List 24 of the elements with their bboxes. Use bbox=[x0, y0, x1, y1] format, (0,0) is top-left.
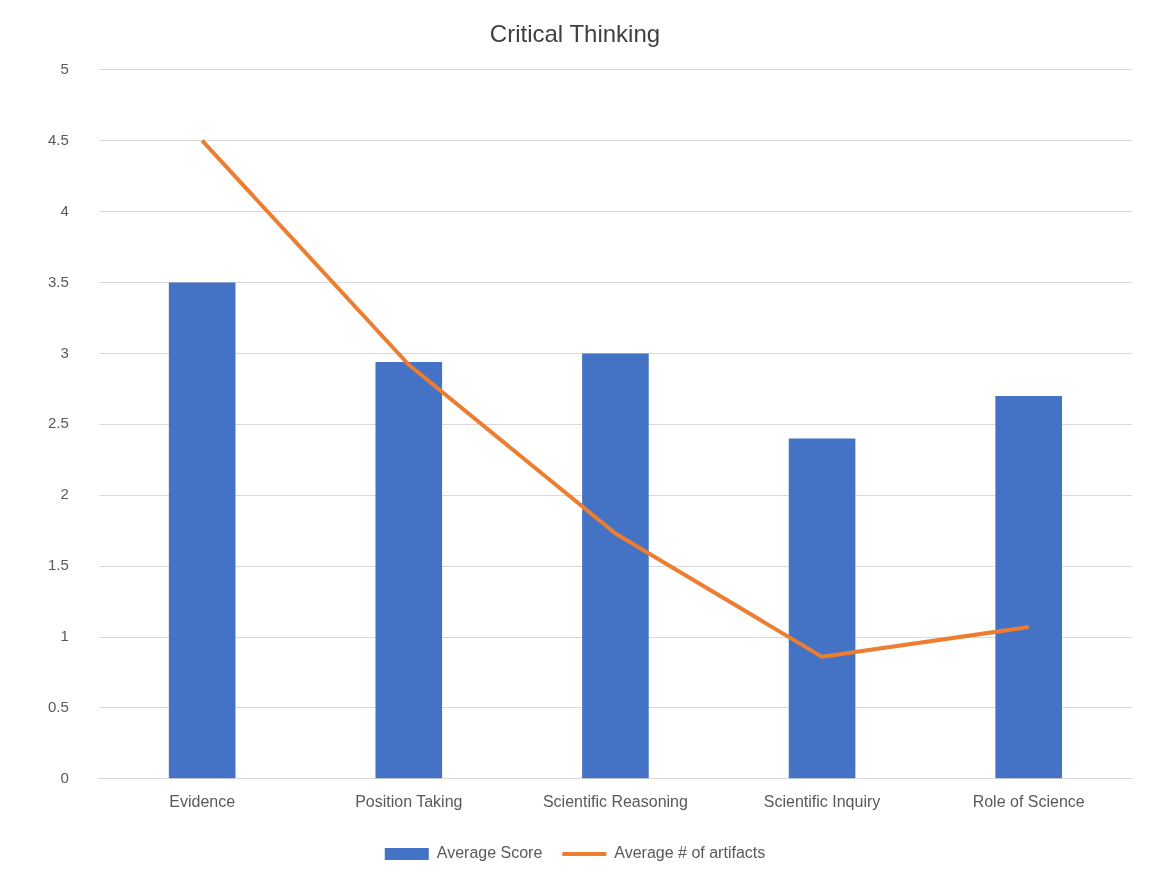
x-tick-label: Position Taking bbox=[355, 792, 463, 810]
y-tick-label: 2.5 bbox=[47, 414, 69, 432]
x-tick-label: Scientific Reasoning bbox=[542, 792, 688, 810]
x-tick-label: Scientific Inquiry bbox=[763, 792, 881, 810]
y-tick-label: 5 bbox=[60, 59, 69, 77]
x-tick-label: Evidence bbox=[169, 792, 236, 810]
y-tick-label: 3 bbox=[60, 343, 69, 361]
bar bbox=[168, 282, 236, 779]
y-tick-label: 4 bbox=[60, 201, 69, 219]
legend-label: Average Score bbox=[436, 844, 543, 862]
y-tick-label: 4.5 bbox=[47, 130, 69, 148]
y-tick-label: 0.5 bbox=[47, 698, 69, 716]
x-tick-label: Role of Science bbox=[972, 792, 1085, 810]
legend-label: Average # of artifacts bbox=[614, 844, 766, 862]
bar bbox=[788, 438, 856, 779]
bar bbox=[582, 353, 649, 779]
y-tick-label: 0 bbox=[60, 768, 69, 786]
y-tick-label: 2 bbox=[60, 485, 69, 503]
bar bbox=[995, 395, 1062, 779]
y-tick-label: 1 bbox=[60, 627, 69, 645]
chart-title: Critical Thinking bbox=[489, 20, 661, 48]
y-tick-label: 1.5 bbox=[47, 556, 69, 574]
bar bbox=[375, 361, 443, 779]
y-tick-label: 3.5 bbox=[47, 272, 69, 290]
